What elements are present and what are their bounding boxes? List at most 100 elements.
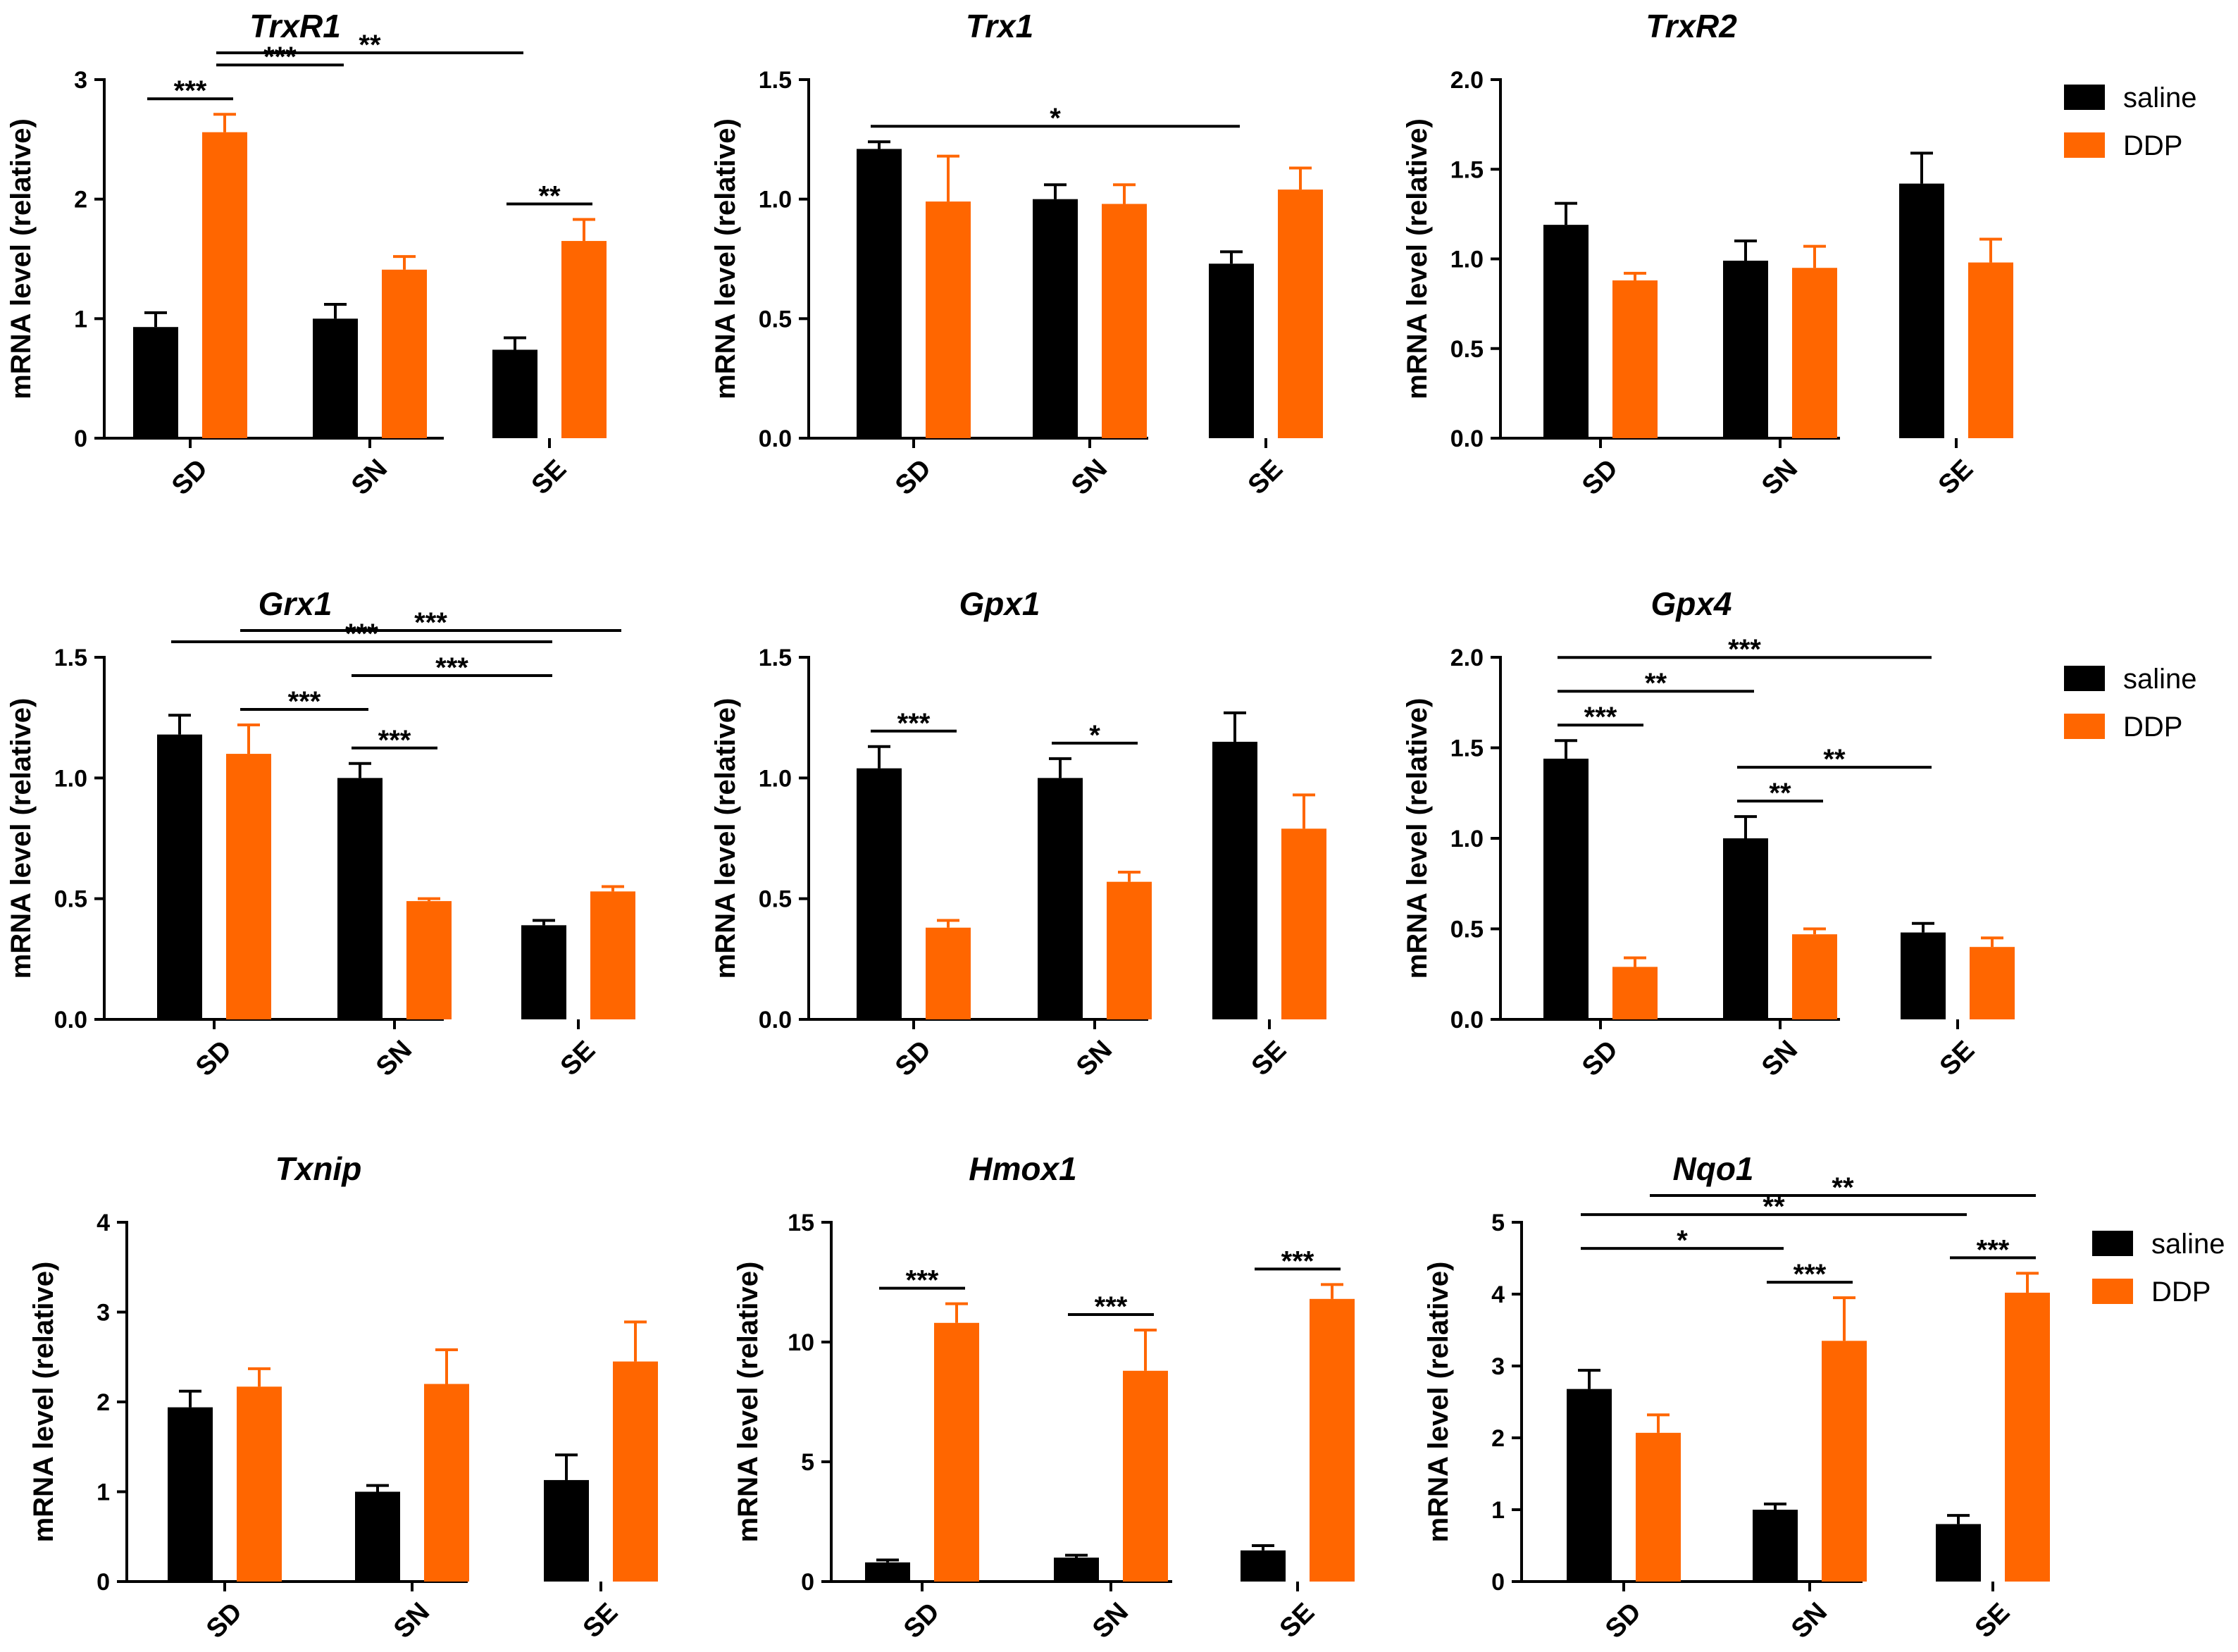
- y-tick-label: 0.5: [759, 306, 792, 333]
- chart-panel-trxr2: TrxR2 mRNA level (relative) 0.0 0.5 1.0 1.5 2.…: [1402, 8, 2013, 501]
- chart-title: Grx1: [259, 585, 332, 622]
- chart-panel-trx1: Trx1 mRNA level (relative) 0.0 0.5 1.0 1.5 SD S…: [710, 8, 1323, 501]
- bar-saline-sd: [133, 327, 178, 438]
- bar-ddp-se: [1278, 190, 1323, 438]
- y-tick-label: 1.0: [1450, 247, 1484, 273]
- x-tick-label: SN: [388, 1597, 435, 1644]
- chart-title: Trx1: [966, 8, 1033, 44]
- x-tick-label: SE: [1246, 1036, 1293, 1082]
- significance-label: ***: [1977, 1234, 2010, 1265]
- bar-ddp-se: [1970, 947, 2015, 1019]
- x-tick-label: SN: [346, 454, 393, 501]
- y-tick-label: 1.5: [1450, 735, 1484, 762]
- bar-saline-se: [1241, 1550, 1286, 1582]
- x-tick-label: SN: [1071, 1035, 1118, 1082]
- chart-panel-hmox1: Hmox1 mRNA level (relative) 0 5 10 15 SD SN SE **…: [733, 1150, 1355, 1644]
- x-tick-label: SD: [890, 1035, 937, 1082]
- bar-saline-se: [544, 1479, 589, 1582]
- bar-saline-sn: [1723, 838, 1768, 1019]
- y-tick-label: 0: [74, 426, 87, 452]
- significance-label: **: [538, 181, 561, 212]
- bar-ddp-sd: [237, 1386, 282, 1582]
- significance-label: ***: [435, 652, 468, 683]
- chart-title: Txnip: [275, 1150, 362, 1187]
- significance-label: ***: [1095, 1291, 1128, 1322]
- chart-panel-txnip: Txnip mRNA level (relative) 0 1 2 3 4 SD SN SE: [28, 1150, 658, 1644]
- significance-label: *: [1050, 103, 1061, 134]
- x-tick-label: SE: [1970, 1598, 2016, 1644]
- y-tick-label: 5: [1491, 1210, 1505, 1236]
- x-tick-label: SN: [371, 1035, 418, 1082]
- bar-ddp-se: [1281, 828, 1326, 1019]
- significance-label: **: [359, 30, 381, 61]
- y-axis-label: mRNA level (relative): [6, 698, 37, 979]
- legend-swatch-ddp: [2092, 1279, 2133, 1304]
- bar-ddp-sn: [1107, 881, 1152, 1019]
- y-tick-label: 1: [1491, 1497, 1505, 1524]
- significance-label: **: [1823, 744, 1846, 775]
- bar-ddp-sd: [226, 754, 271, 1019]
- x-tick-label: SD: [1577, 454, 1624, 501]
- bar-saline-sd: [157, 734, 202, 1019]
- bar-saline-se: [1209, 263, 1254, 438]
- chart-title: Hmox1: [969, 1150, 1076, 1187]
- chart-panel-gpx1: Gpx1 mRNA level (relative) 0.0 0.5 1.0 1.5 SD S…: [710, 585, 1326, 1082]
- chart-title: Nqo1: [1673, 1150, 1754, 1187]
- legend-label: DDP: [2123, 712, 2182, 743]
- y-axis-label: mRNA level (relative): [1402, 118, 1433, 399]
- bar-ddp-sn: [382, 269, 427, 438]
- y-tick-label: 1.5: [759, 67, 792, 94]
- bar-saline-sd: [1567, 1389, 1612, 1582]
- y-tick-label: 0: [1491, 1569, 1505, 1596]
- significance-label: *: [1677, 1225, 1688, 1256]
- legend: saline DDP: [2092, 1229, 2225, 1308]
- bar-ddp-se: [561, 241, 607, 438]
- significance-label: ***: [378, 725, 411, 756]
- bar-ddp-sd: [1612, 967, 1658, 1019]
- y-tick-label: 0.0: [1450, 1007, 1484, 1033]
- bar-ddp-se: [2005, 1292, 2050, 1582]
- legend-label: DDP: [2123, 130, 2182, 161]
- y-tick-label: 0.0: [759, 1007, 792, 1033]
- legend-swatch-saline: [2064, 85, 2105, 110]
- y-tick-label: 0.5: [1450, 917, 1484, 943]
- y-tick-label: 3: [1491, 1353, 1505, 1380]
- significance-label: ***: [1793, 1259, 1827, 1290]
- significance-label: **: [1769, 778, 1791, 809]
- significance-label: ***: [345, 619, 378, 650]
- chart-title: TrxR1: [249, 8, 341, 44]
- x-tick-label: SN: [1756, 1035, 1803, 1082]
- chart-title: TrxR2: [1646, 8, 1737, 44]
- y-tick-label: 0.0: [1450, 426, 1484, 452]
- y-axis-label: mRNA level (relative): [733, 1262, 764, 1543]
- bar-saline-sd: [865, 1562, 910, 1582]
- x-tick-label: SN: [1087, 1597, 1134, 1644]
- bar-ddp-sn: [1123, 1370, 1168, 1582]
- bar-saline-sn: [1033, 199, 1078, 438]
- bar-ddp-se: [590, 891, 635, 1019]
- significance-label: ***: [906, 1265, 939, 1296]
- bar-saline-se: [1899, 183, 1944, 438]
- chart-title: Gpx4: [1650, 585, 1732, 622]
- y-tick-label: 3: [74, 67, 87, 94]
- bar-saline-sn: [1054, 1558, 1099, 1582]
- bar-ddp-sn: [1102, 204, 1147, 438]
- significance-label: ***: [288, 686, 321, 717]
- bar-ddp-sn: [406, 901, 452, 1019]
- x-tick-label: SD: [201, 1597, 248, 1644]
- y-tick-label: 1.5: [1450, 156, 1484, 183]
- legend-swatch-ddp: [2064, 132, 2105, 158]
- y-tick-label: 2: [97, 1389, 110, 1416]
- y-tick-label: 1: [74, 306, 87, 333]
- significance-label: ***: [1728, 634, 1761, 665]
- y-tick-label: 15: [788, 1210, 814, 1236]
- bar-ddp-sd: [1612, 280, 1658, 438]
- bar-ddp-sd: [926, 927, 971, 1019]
- y-axis-label: mRNA level (relative): [710, 698, 741, 979]
- x-tick-label: SD: [1577, 1035, 1624, 1082]
- x-tick-label: SD: [166, 454, 213, 501]
- x-tick-label: SE: [555, 1036, 602, 1082]
- y-tick-label: 1: [97, 1479, 110, 1506]
- y-tick-label: 1.0: [1450, 826, 1484, 852]
